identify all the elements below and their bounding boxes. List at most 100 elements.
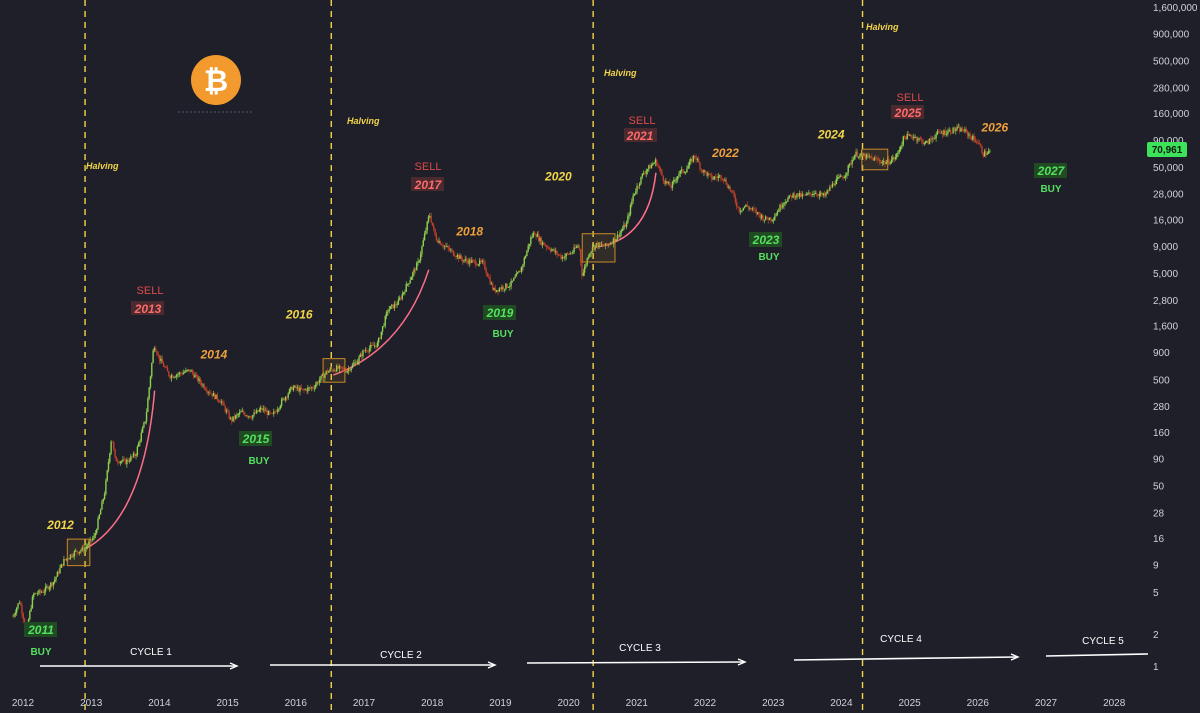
price-candle [759, 214, 762, 219]
price-candle [151, 363, 153, 377]
price-candle [705, 171, 708, 176]
price-candle [78, 551, 81, 554]
price-candle [398, 298, 401, 300]
price-candle [107, 461, 110, 471]
price-candle [417, 261, 419, 264]
price-candle [143, 422, 145, 428]
price-candle [130, 456, 132, 461]
price-candle [717, 176, 720, 178]
price-candle [437, 240, 439, 243]
price-candle [93, 535, 95, 539]
sell-year-bg-2025 [891, 105, 924, 119]
price-candle [278, 408, 280, 410]
price-candle [945, 133, 948, 135]
price-candle [303, 389, 305, 391]
x-axis: 2012 2013 2014 2015 2016 2017 2018 2019 2020 2021… [12, 698, 1126, 709]
price-candle [338, 366, 341, 369]
price-candle [431, 222, 434, 226]
price-candle [835, 178, 838, 185]
price-candle [881, 161, 884, 164]
price-candle [936, 130, 939, 135]
price-candle [829, 186, 831, 191]
price-candle [691, 158, 693, 162]
price-candle [40, 591, 43, 593]
price-candle [196, 375, 199, 381]
svg-text:₿: ₿ [204, 64, 228, 99]
price-candle [603, 245, 605, 247]
price-candle [253, 412, 255, 416]
price-candle [686, 168, 688, 173]
price-candle [557, 254, 560, 256]
price-candle [798, 192, 801, 197]
price-candle [690, 158, 692, 162]
halving-label-2: Halving [347, 116, 380, 126]
price-candle [987, 151, 990, 154]
price-candle [543, 242, 545, 246]
price-candle [250, 417, 253, 419]
price-candle [471, 260, 473, 263]
price-candle [903, 136, 906, 138]
price-candle [200, 382, 203, 386]
price-candle [451, 249, 453, 251]
price-candle [99, 509, 102, 515]
price-candle [629, 204, 632, 215]
price-candle [539, 237, 541, 241]
price-candle [284, 396, 287, 401]
price-candle [703, 170, 705, 173]
price-candle [915, 136, 918, 141]
price-candle [215, 394, 217, 399]
price-candle [551, 249, 553, 252]
x-tick-label: 2021 [626, 698, 649, 709]
price-candle [652, 163, 654, 166]
price-candle [115, 457, 118, 462]
price-candle [261, 407, 263, 410]
sell-year-2017: 2017 [414, 178, 443, 192]
cycle-label-1: CYCLE 1 [130, 647, 172, 658]
price-candle [698, 158, 700, 163]
price-candle [620, 230, 623, 233]
cycle-arrow-head-2 [487, 661, 497, 669]
price-candle [349, 368, 351, 371]
buy-year-2027: 2027 [1037, 164, 1066, 178]
price-candle [938, 130, 940, 132]
price-candle [38, 590, 40, 594]
price-candle [447, 246, 449, 249]
price-candle [299, 387, 301, 392]
price-candle [797, 193, 800, 197]
price-candle [536, 234, 539, 237]
price-candle [450, 249, 452, 251]
price-candle [615, 239, 617, 242]
price-candle [593, 247, 595, 250]
price-candle [457, 254, 460, 259]
year-label-2024: 2024 [817, 127, 845, 141]
price-candle [245, 415, 247, 417]
y-tick-label: 9 [1153, 561, 1159, 572]
price-candle [897, 151, 899, 154]
buy-year-bg-2027 [1034, 163, 1067, 178]
y-tick-label: 28,000 [1153, 190, 1184, 201]
price-candle [659, 168, 662, 171]
price-candle [16, 607, 18, 613]
price-candle [421, 246, 423, 255]
price-candle [507, 287, 510, 288]
price-candle [476, 265, 478, 266]
price-candle [459, 255, 461, 259]
x-tick-label: 2023 [762, 698, 785, 709]
price-candle [396, 304, 398, 306]
price-candle [31, 596, 34, 609]
price-candle [182, 372, 184, 375]
x-tick-label: 2017 [353, 698, 376, 709]
x-tick-label: 2025 [898, 698, 921, 709]
price-candle [147, 398, 149, 412]
price-candle [412, 272, 414, 278]
price-candle [438, 240, 440, 243]
price-candle [959, 126, 961, 132]
price-candle [805, 193, 807, 196]
price-candle [642, 173, 645, 175]
price-candle [569, 253, 571, 255]
price-candle [21, 605, 23, 614]
price-candle [553, 249, 556, 253]
price-candle [789, 195, 792, 196]
price-candle [370, 344, 372, 349]
price-candle [406, 283, 409, 285]
